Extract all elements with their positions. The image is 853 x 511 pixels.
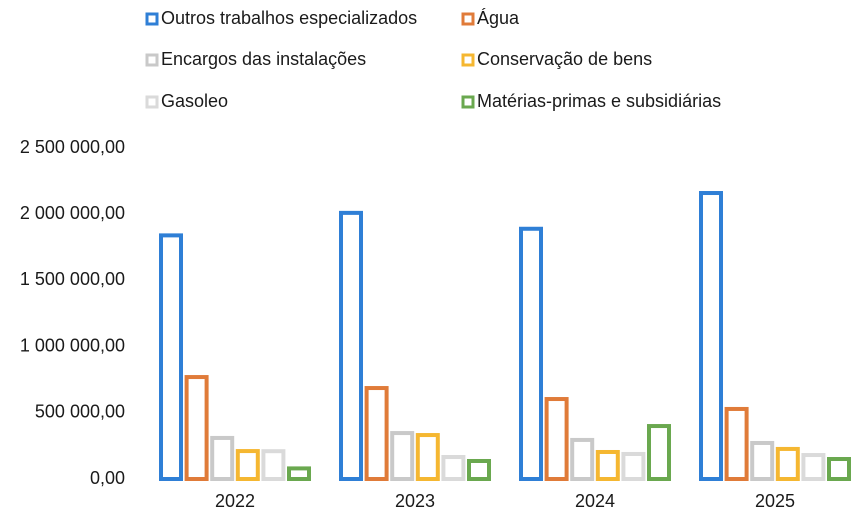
bar bbox=[339, 210, 363, 481]
bar bbox=[699, 191, 723, 482]
y-tick-label: 0,00 bbox=[90, 468, 125, 488]
bar bbox=[415, 433, 440, 482]
bar bbox=[775, 446, 800, 481]
bar bbox=[801, 453, 826, 482]
legend-label: Água bbox=[477, 8, 520, 28]
legend-swatch bbox=[461, 53, 475, 67]
bar bbox=[184, 375, 209, 481]
legend-label: Conservação de bens bbox=[477, 49, 652, 69]
x-tick-label: 2025 bbox=[755, 491, 795, 511]
bar bbox=[570, 437, 595, 481]
legend-swatch bbox=[145, 53, 159, 67]
legend-swatch bbox=[461, 95, 475, 109]
x-tick-label: 2022 bbox=[215, 491, 255, 511]
bar bbox=[235, 449, 260, 481]
bar bbox=[647, 424, 671, 482]
y-tick-label: 1 000 000,00 bbox=[20, 335, 125, 355]
bar bbox=[159, 233, 183, 481]
legend-label: Encargos das instalações bbox=[161, 49, 366, 69]
legend-label: Matérias-primas e subsidiárias bbox=[477, 91, 721, 111]
bar bbox=[595, 449, 620, 481]
bar bbox=[750, 440, 775, 482]
bar bbox=[261, 449, 286, 482]
bar bbox=[441, 455, 466, 482]
bar bbox=[467, 458, 491, 481]
legend-label: Gasoleo bbox=[161, 91, 228, 111]
legend-label: Outros trabalhos especializados bbox=[161, 8, 417, 28]
bar bbox=[364, 386, 389, 481]
y-tick-label: 500 000,00 bbox=[35, 402, 125, 422]
y-tick-label: 1 500 000,00 bbox=[20, 269, 125, 289]
bar bbox=[210, 435, 235, 481]
bar bbox=[827, 457, 851, 481]
bar bbox=[621, 451, 646, 482]
bar bbox=[544, 397, 569, 481]
legend-swatch bbox=[461, 12, 475, 26]
legend-swatch bbox=[145, 95, 159, 109]
y-tick-label: 2 000 000,00 bbox=[20, 203, 125, 223]
legend-swatch bbox=[145, 12, 159, 26]
x-tick-label: 2023 bbox=[395, 491, 435, 511]
x-tick-label: 2024 bbox=[575, 491, 615, 511]
y-tick-label: 2 500 000,00 bbox=[20, 137, 125, 157]
bar bbox=[287, 466, 311, 481]
bar bbox=[724, 406, 749, 481]
bar bbox=[519, 226, 543, 481]
bar bbox=[390, 431, 415, 481]
